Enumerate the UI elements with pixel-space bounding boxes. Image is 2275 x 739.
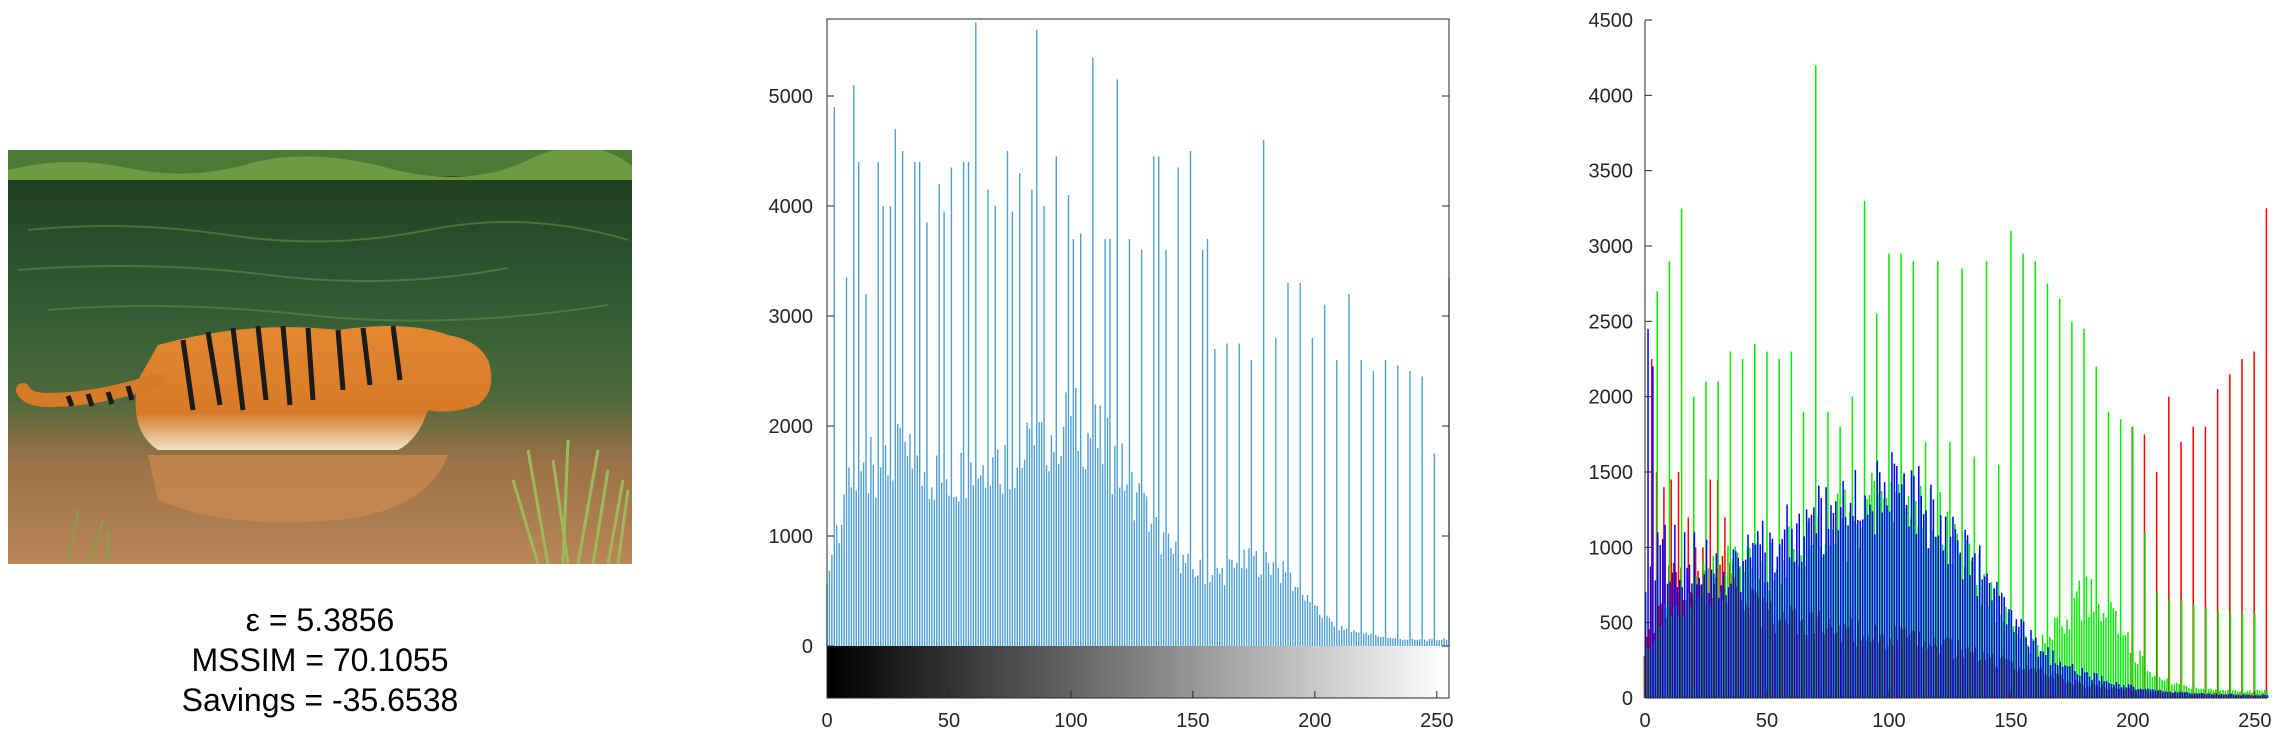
y-tick-label: 2000: [1589, 387, 1634, 409]
y-tick-label: 1500: [1589, 462, 1634, 484]
x-tick-label: 250: [2238, 710, 2271, 732]
x-tick-label: 50: [1756, 710, 1778, 732]
y-tick-label: 4000: [1589, 85, 1634, 107]
y-tick-label: 4500: [1589, 10, 1634, 32]
gray-colorbar: [827, 646, 1449, 698]
savings-value: Savings = -35.6538: [181, 682, 459, 718]
y-tick-label: 0: [1622, 688, 1633, 710]
y-tick-label: 1000: [1589, 537, 1634, 559]
x-tick-label: 150: [1994, 710, 2027, 732]
x-tick-label: 200: [2116, 710, 2149, 732]
x-tick-label: 0: [821, 710, 832, 732]
y-tick-label: 3500: [1589, 161, 1634, 183]
x-tick-label: 50: [938, 710, 960, 732]
stats-panel: ε = 5.3856 MSSIM = 70.1055 Savings = -35…: [0, 600, 640, 720]
y-tick-label: 4000: [769, 196, 814, 218]
grayscale-bars: [826, 22, 1450, 646]
tiger-photo: [8, 150, 632, 564]
epsilon-value: ε = 5.3856: [245, 602, 395, 638]
x-tick-label: 150: [1176, 710, 1209, 732]
x-tick-label: 0: [1639, 710, 1650, 732]
y-tick-label: 3000: [1589, 236, 1634, 258]
y-tick-label: 3000: [769, 306, 814, 328]
x-tick-label: 250: [1420, 710, 1453, 732]
y-tick-label: 2500: [1589, 311, 1634, 333]
x-tick-label: 100: [1872, 710, 1905, 732]
y-tick-label: 500: [1600, 613, 1633, 635]
x-tick-label: 200: [1298, 710, 1331, 732]
mssim-value: MSSIM = 70.1055: [191, 642, 449, 678]
y-tick-label: 2000: [769, 416, 814, 438]
y-tick-label: 5000: [769, 86, 814, 108]
y-tick-label: 1000: [769, 526, 814, 548]
x-tick-label: 100: [1054, 710, 1087, 732]
grayscale-axes-box: [826, 18, 1450, 699]
blue-channel-bars: [1644, 328, 2269, 698]
y-tick-label: 0: [802, 636, 813, 658]
